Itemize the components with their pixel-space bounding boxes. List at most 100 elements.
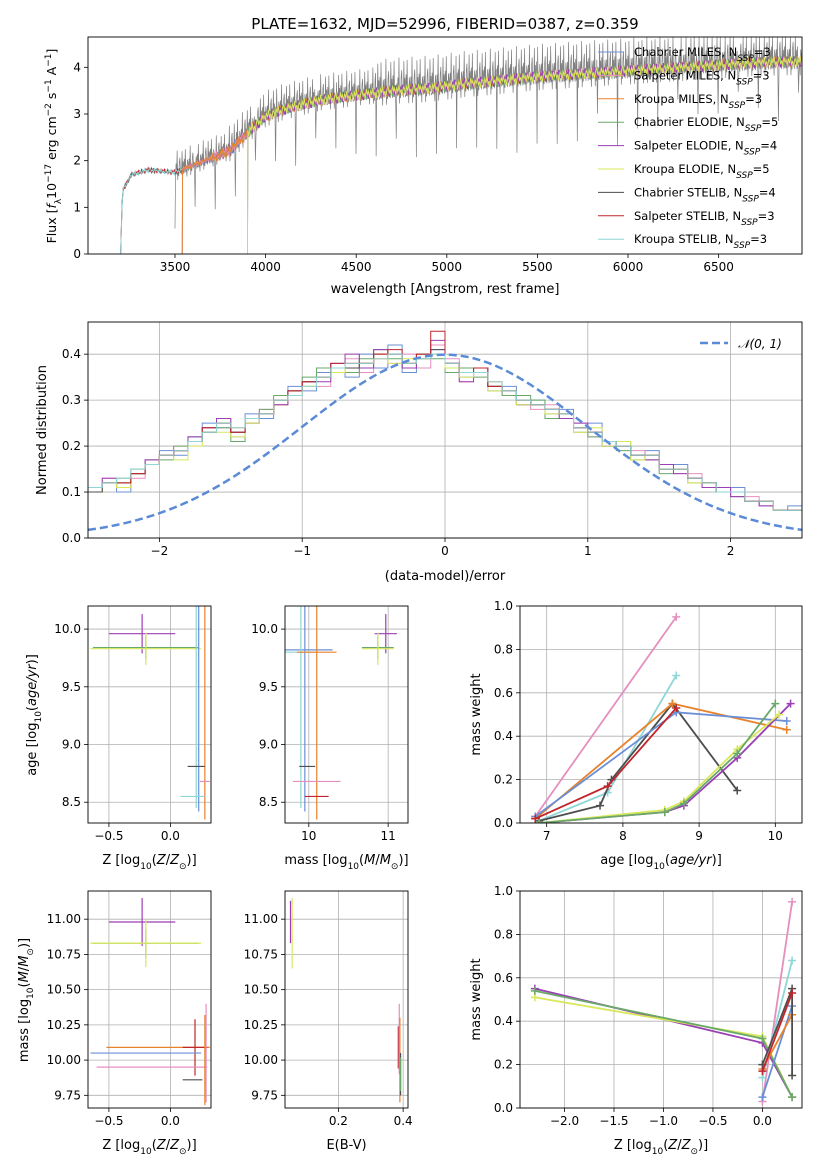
y-tick-label: 9.5 xyxy=(259,680,278,694)
errorbar-area xyxy=(289,898,402,1103)
x-tick-label: 0.0 xyxy=(161,1114,180,1128)
y-tick-label: 0.3 xyxy=(62,393,81,407)
y-tick-label: 0.0 xyxy=(494,816,513,830)
plus-marker xyxy=(603,782,612,791)
y-tick-label: 10.25 xyxy=(244,1018,278,1032)
plus-marker xyxy=(672,703,681,712)
spectrum-legend: Chabrier MILES, NSSP=3 Salpeter MILES, NS… xyxy=(598,45,778,251)
y-tick-label: 0.6 xyxy=(494,686,513,700)
y-axis-label: mass weight xyxy=(469,958,484,1040)
y-tick-label: 10.25 xyxy=(47,1018,81,1032)
y-tick-label: 0.4 xyxy=(494,729,513,743)
figure-title: PLATE=1632, MJD=52996, FIBERID=0387, z=0… xyxy=(251,15,638,33)
x-tick-label: 1 xyxy=(584,544,592,558)
axes-frame xyxy=(519,890,803,1109)
residual-plot-area xyxy=(88,330,802,532)
y-tick-label: 1.0 xyxy=(494,599,513,613)
y-tick-label: 1.0 xyxy=(494,884,513,898)
errorbar-area xyxy=(90,898,210,1106)
plus-marker xyxy=(733,749,742,758)
plus-marker xyxy=(758,1034,767,1043)
x-tick-label: −2 xyxy=(151,544,169,558)
x-tick-label: 5000 xyxy=(432,260,463,274)
x-tick-label: −1.5 xyxy=(599,1114,628,1128)
plus-marker xyxy=(788,988,797,997)
y-tick-label: 0.4 xyxy=(494,1014,513,1028)
x-tick-label: 4500 xyxy=(341,260,372,274)
y-tick-label: 0.2 xyxy=(494,1058,513,1072)
x-tick-label: 4000 xyxy=(250,260,281,274)
legend-entry: Salpeter STELIB, NSSP=3 xyxy=(634,209,775,228)
y-tick-label: 8.5 xyxy=(62,795,81,809)
x-axis-label: E(B-V) xyxy=(326,1138,366,1153)
gaussian-reference xyxy=(88,353,802,532)
plus-marker xyxy=(782,725,791,734)
y-tick-label: 0.0 xyxy=(62,531,81,545)
y-tick-label: 0.8 xyxy=(494,642,513,656)
x-tick-label: 8 xyxy=(619,829,627,843)
weight-line xyxy=(761,1005,793,1098)
y-axis-label: mass weight xyxy=(469,673,484,755)
y-tick-label: 11.00 xyxy=(47,912,81,926)
legend-entry: Chabrier MILES, NSSP=3 xyxy=(634,45,771,64)
plus-marker xyxy=(596,801,605,810)
residual-histogram xyxy=(88,344,802,516)
y-tick-label: 0.6 xyxy=(494,971,513,985)
z-mass-panel: −0.5 0.0 9.75 10.00 10.25 10.50 10.75 11.00 Z [l… xyxy=(17,890,212,1157)
x-tick-label: 11 xyxy=(381,829,396,843)
residual-histogram xyxy=(88,353,802,516)
y-tick-label: 9.75 xyxy=(251,1088,278,1102)
x-tick-label: 6000 xyxy=(613,260,644,274)
x-tick-label: 9 xyxy=(695,829,703,843)
legend-entry: Salpeter ELODIE, NSSP=4 xyxy=(634,139,777,158)
plus-marker xyxy=(775,710,784,719)
plus-marker xyxy=(679,799,688,808)
spectrum-panel: 3500 4000 4500 5000 5500 6000 6500 0 1 2 3 4 Chabrie… xyxy=(44,36,803,297)
y-tick-label: 2 xyxy=(73,154,81,168)
axes-frame xyxy=(87,605,212,824)
errorbar-area xyxy=(90,606,210,820)
model-spectrum xyxy=(247,56,802,254)
x-axis-label: Z [log10(Z/Z⊙)] xyxy=(614,1138,708,1157)
axes-frame xyxy=(87,321,803,539)
y-axis-label: Flux [fλ10−17 erg cm−2 s−1 A−1] xyxy=(44,49,64,244)
y-tick-label: 0 xyxy=(73,247,81,261)
weight-line xyxy=(761,992,793,1072)
x-tick-label: 3500 xyxy=(160,260,191,274)
legend-entry: Chabrier STELIB, NSSP=4 xyxy=(634,185,776,204)
residual-histogram xyxy=(88,349,802,516)
x-tick-label: 2 xyxy=(727,544,735,558)
y-tick-label: 0.2 xyxy=(494,773,513,787)
mass-age-panel: 10 11 8.5 9.0 9.5 10.0 mass [log10(M/M⊙)] xyxy=(251,605,409,872)
y-tick-label: 3 xyxy=(73,107,81,121)
plus-marker xyxy=(788,1071,797,1080)
plus-marker xyxy=(788,897,797,906)
x-tick-label: 5500 xyxy=(522,260,553,274)
x-tick-label: −0.5 xyxy=(698,1114,727,1128)
x-tick-label: −0.5 xyxy=(94,829,123,843)
x-axis-label: age [log10(age/yr)] xyxy=(600,853,722,872)
y-tick-label: 9.5 xyxy=(62,680,81,694)
z-age-panel: −0.5 0.0 8.5 9.0 9.5 10.0 Z [log10(Z/Z⊙)] age [… xyxy=(25,605,212,872)
y-tick-label: 9.75 xyxy=(54,1088,81,1102)
residual-panel: −2 −1 0 1 2 0.0 0.1 0.2 0.3 0.4 𝒩(0, 1) (data-model… xyxy=(35,321,803,584)
plus-marker xyxy=(758,1093,767,1102)
plus-marker xyxy=(788,956,797,965)
y-tick-label: 10.00 xyxy=(244,1053,278,1067)
plus-marker xyxy=(782,717,791,726)
plus-marker xyxy=(733,786,742,795)
errorbar-area xyxy=(285,606,397,820)
y-tick-label: 10.0 xyxy=(54,622,81,636)
x-tick-label: 10 xyxy=(768,829,783,843)
legend-entry: Kroupa ELODIE, NSSP=5 xyxy=(634,162,770,181)
y-tick-label: 10.50 xyxy=(47,983,81,997)
weight-line xyxy=(761,901,793,1102)
line-area xyxy=(530,897,797,1106)
x-tick-label: −0.5 xyxy=(94,1114,123,1128)
x-tick-label: −1.0 xyxy=(649,1114,678,1128)
y-axis-label: mass [log10(M/M⊙)] xyxy=(17,938,36,1062)
legend-entry: Salpeter MILES, NSSP=3 xyxy=(634,68,770,87)
axes-frame xyxy=(87,890,212,1109)
y-tick-label: 0.0 xyxy=(494,1101,513,1115)
